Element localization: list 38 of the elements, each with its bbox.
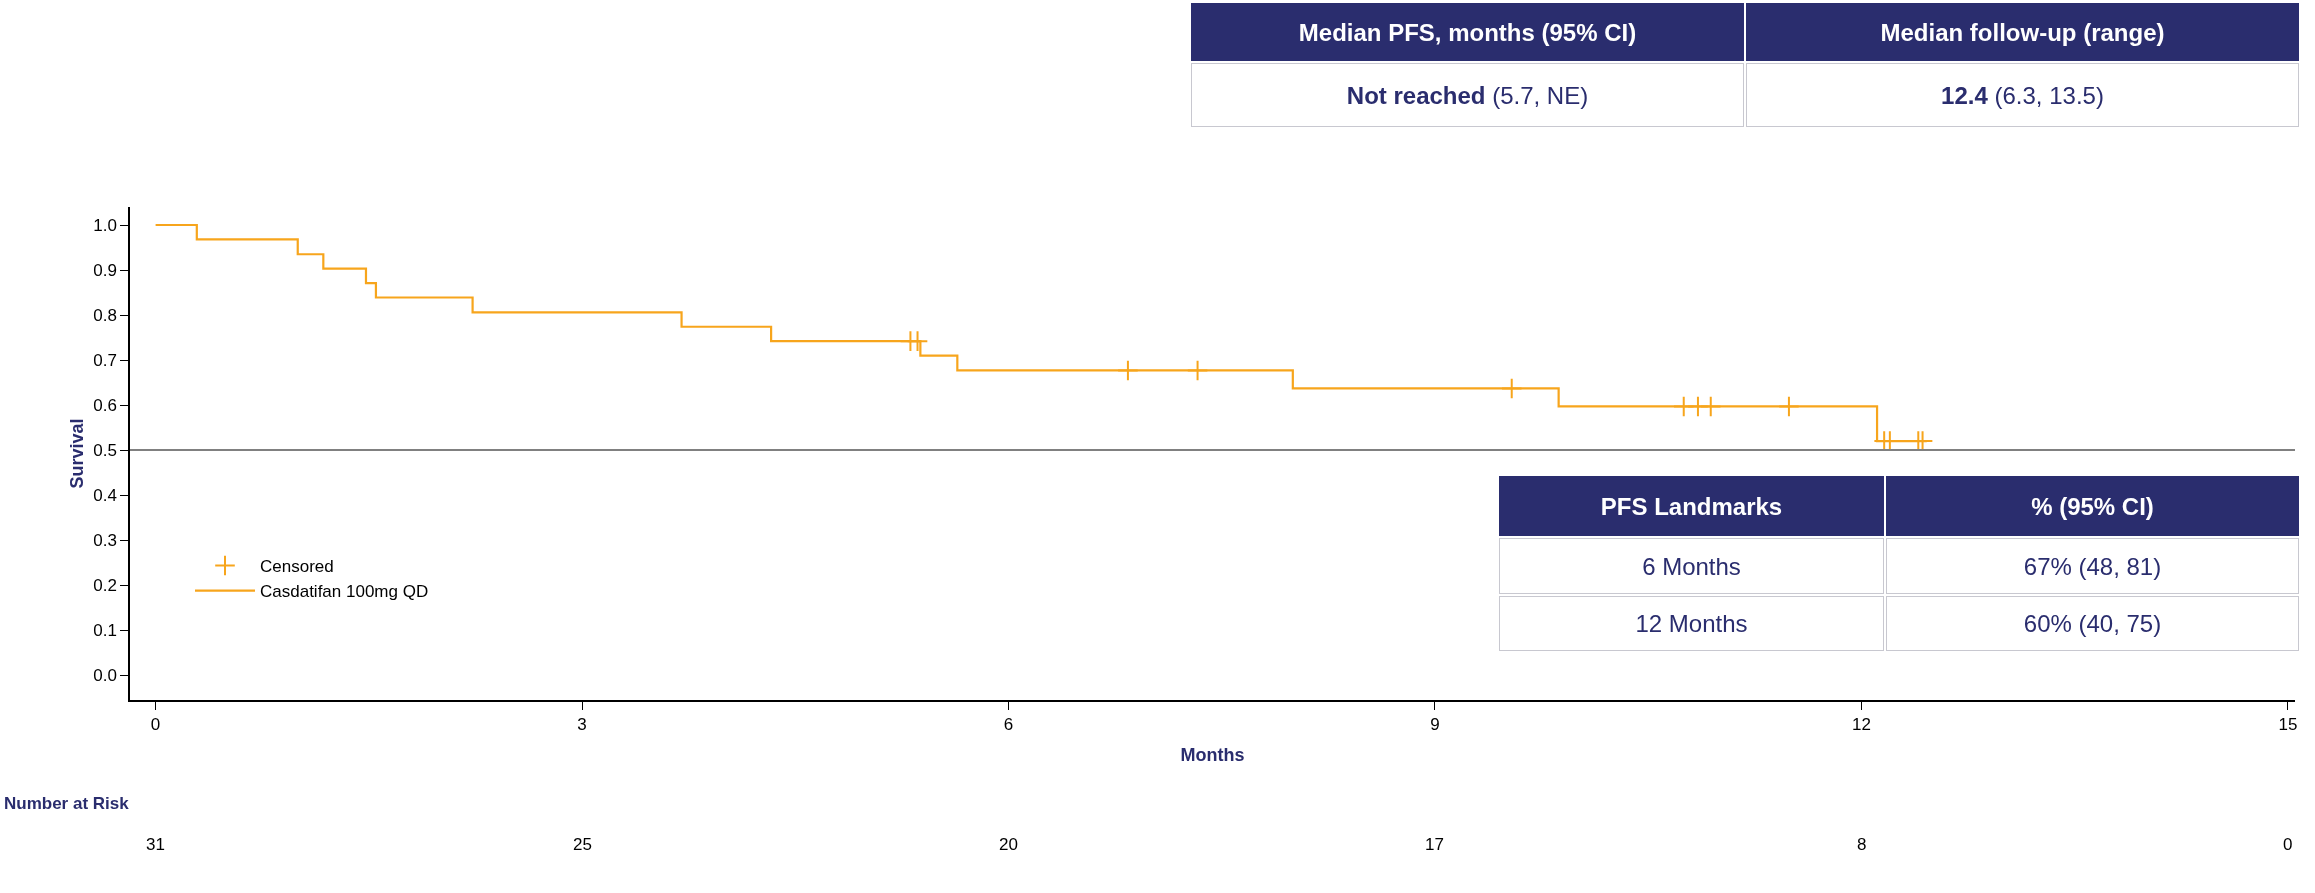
annotation: % (95% CI): [2031, 492, 2154, 520]
y-tick-label: 0.0: [93, 666, 117, 686]
y-tick-label: 0.5: [93, 441, 117, 461]
y-tick-label: 0.2: [93, 576, 117, 596]
annotation: 12 Months: [1635, 610, 1748, 637]
y-tick-label: 0.4: [93, 486, 117, 506]
text: Median PFS, months (95% CI): [1298, 18, 1637, 46]
text: Number at Risk: [4, 794, 130, 813]
text: 20: [999, 835, 1018, 854]
text: Not reached (5.7, NE): [1346, 81, 1589, 109]
y-tick-label: 0.7: [93, 351, 117, 371]
text: 8: [1857, 835, 1867, 854]
text: 17: [1425, 835, 1444, 854]
annotation: 67% (48, 81): [2023, 552, 2162, 580]
y-tick-label: 0.9: [93, 260, 117, 280]
text: 0: [2283, 835, 2293, 854]
legend-label: Censored: [260, 557, 334, 577]
annotation: PFS Landmarks: [1600, 492, 1783, 520]
y-tick-label: 0.6: [93, 396, 117, 416]
x-tick-label: 15: [2278, 715, 2298, 735]
text: Median follow-up (range): [1880, 18, 2165, 46]
y-axis-title: Survival: [66, 418, 87, 489]
x-tick-label: 3: [577, 715, 587, 735]
text: 12.4 (6.3, 13.5): [1941, 81, 2104, 109]
annotation: 6 Months: [1642, 552, 1741, 580]
y-tick-label: 0.3: [93, 531, 117, 551]
x-axis-title: Months: [1180, 744, 1245, 765]
x-tick-label: 6: [1003, 715, 1014, 735]
x-tick-label: 12: [1851, 715, 1871, 735]
y-tick-label: 0.8: [93, 306, 117, 325]
legend-label: Casdatifan 100mg QD: [260, 582, 429, 602]
annotation: 60% (40, 75): [2023, 610, 2162, 637]
text: 31: [146, 835, 165, 854]
text: 25: [573, 835, 592, 854]
x-tick-label: 0: [150, 715, 161, 735]
y-tick-label: 1.0: [93, 215, 117, 235]
y-tick-label: 0.1: [93, 621, 117, 641]
x-tick-label: 9: [1430, 715, 1440, 735]
